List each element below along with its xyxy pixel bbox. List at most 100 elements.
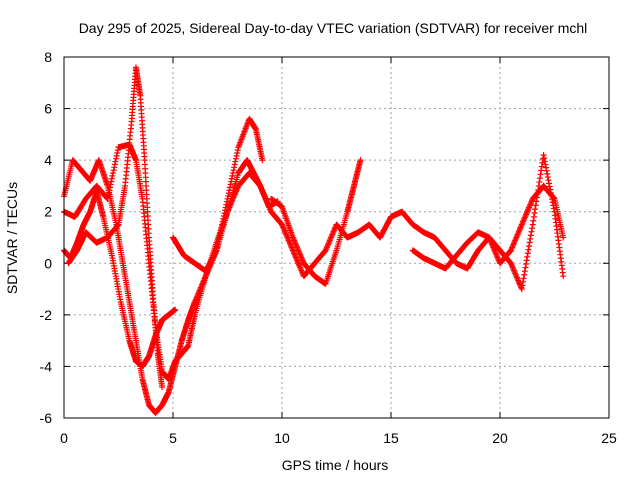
data-point xyxy=(528,228,535,235)
data-point xyxy=(217,230,224,237)
data-point xyxy=(220,213,227,220)
data-point xyxy=(521,268,528,275)
data-point xyxy=(218,224,225,231)
data-point xyxy=(541,158,548,165)
data-point xyxy=(232,158,239,165)
plot-frame xyxy=(63,56,610,419)
data-point xyxy=(536,175,543,182)
data-point xyxy=(520,278,527,285)
data-point xyxy=(232,155,239,162)
x-tick-label: 15 xyxy=(383,430,399,446)
data-point xyxy=(543,167,550,174)
data-point xyxy=(550,202,557,209)
data-point xyxy=(544,174,551,181)
data-point xyxy=(535,182,542,189)
series-track-4 xyxy=(65,64,166,391)
data-point xyxy=(534,190,541,197)
data-point xyxy=(213,247,220,254)
series-track-6 xyxy=(268,157,364,287)
data-point xyxy=(212,248,219,255)
data-point xyxy=(227,181,234,188)
data-point xyxy=(524,253,531,260)
data-point xyxy=(530,217,537,224)
data-point xyxy=(259,157,266,164)
data-point xyxy=(220,215,227,222)
data-point xyxy=(228,175,235,182)
data-point xyxy=(225,192,232,199)
data-point xyxy=(547,189,554,196)
data-point xyxy=(108,175,115,182)
data-point xyxy=(532,206,539,213)
data-point xyxy=(545,177,552,184)
data-point xyxy=(226,184,233,191)
x-tick-label: 10 xyxy=(274,430,290,446)
data-point xyxy=(549,199,556,206)
data-point xyxy=(520,275,527,282)
data-point xyxy=(538,163,545,170)
data-point xyxy=(525,246,532,253)
data-point xyxy=(529,225,536,232)
y-tick-label: 2 xyxy=(44,204,52,220)
data-point xyxy=(114,147,121,154)
data-point xyxy=(217,227,224,234)
data-point xyxy=(544,170,551,177)
data-point xyxy=(523,261,530,268)
data-point xyxy=(114,149,121,156)
data-point xyxy=(538,167,545,174)
data-point xyxy=(548,192,555,199)
x-tick-label: 5 xyxy=(169,430,177,446)
data-point xyxy=(529,221,536,228)
data-point xyxy=(526,243,533,250)
x-axis-label: GPS time / hours xyxy=(282,457,389,473)
x-tick-label: 0 xyxy=(60,430,68,446)
data-point xyxy=(223,201,230,208)
data-point xyxy=(560,234,567,241)
data-point xyxy=(550,205,557,212)
data-point xyxy=(110,167,117,174)
data-point xyxy=(215,238,222,245)
data-point xyxy=(216,233,223,240)
data-point xyxy=(357,157,364,164)
data-point xyxy=(230,167,237,174)
data-point xyxy=(222,204,229,211)
y-tick-label: -4 xyxy=(40,358,53,374)
data-point xyxy=(536,179,543,186)
data-point xyxy=(114,222,121,229)
data-point xyxy=(234,149,241,156)
data-point xyxy=(532,202,539,209)
data-point xyxy=(219,218,226,225)
data-point xyxy=(108,178,115,185)
data-point xyxy=(223,198,230,205)
data-point xyxy=(527,235,534,242)
data-point xyxy=(113,152,120,159)
data-point xyxy=(221,210,228,217)
y-tick-label: -2 xyxy=(40,307,53,323)
x-tick-label: 25 xyxy=(601,430,617,446)
data-point xyxy=(226,187,233,194)
x-tick-label: 20 xyxy=(492,430,508,446)
data-point xyxy=(225,190,232,197)
data-points xyxy=(61,64,567,416)
y-tick-label: -6 xyxy=(40,410,53,426)
y-tick-label: 6 xyxy=(44,101,52,117)
data-point xyxy=(533,198,540,205)
data-point xyxy=(231,164,238,171)
data-point xyxy=(531,210,538,217)
data-point xyxy=(110,170,117,177)
data-point xyxy=(560,273,567,280)
data-point xyxy=(224,195,231,202)
data-point xyxy=(526,239,533,246)
data-point xyxy=(524,250,531,257)
data-point xyxy=(518,286,525,293)
data-point xyxy=(541,155,548,162)
y-tick-label: 0 xyxy=(44,255,52,271)
data-point xyxy=(219,221,226,228)
chart-title: Day 295 of 2025, Sidereal Day-to-day VTE… xyxy=(79,20,588,36)
data-point xyxy=(159,384,166,391)
y-tick-label: 4 xyxy=(44,152,52,168)
data-point xyxy=(523,257,530,264)
data-point xyxy=(112,158,119,165)
y-axis-label: SDTVAR / TECUs xyxy=(4,182,20,294)
series-track-7 xyxy=(409,151,567,293)
